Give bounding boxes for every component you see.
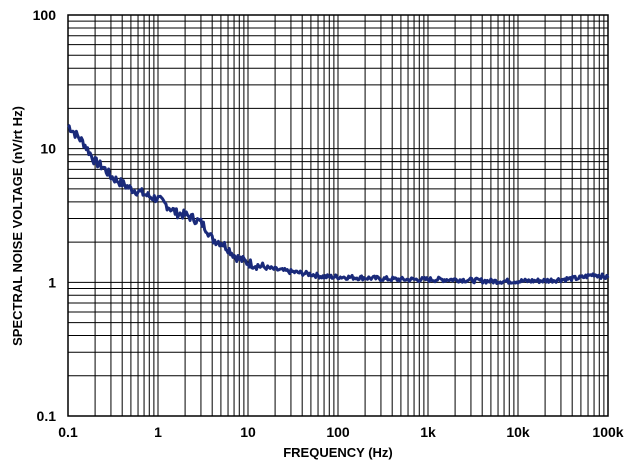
- plot-frame: [67, 14, 609, 417]
- y-tick-label: 10: [40, 141, 56, 157]
- x-tick-label: 10: [240, 424, 256, 440]
- x-axis-label: FREQUENCY (Hz): [283, 445, 393, 460]
- grid: [67, 15, 608, 417]
- y-tick-label: 0.1: [37, 408, 57, 424]
- x-tick-label: 1k: [420, 424, 436, 440]
- series-layer: [67, 123, 610, 285]
- y-tick-label: 1: [48, 274, 56, 290]
- y-axis-label: SPECTRAL NOISE VOLTAGE (nV/rt Hz): [10, 106, 25, 346]
- y-tick-label: 100: [33, 7, 57, 23]
- x-tick-label: 0.1: [58, 424, 78, 440]
- x-tick-label: 100k: [592, 424, 623, 440]
- x-tick-labels: 0.1 1 10 100 1k 10k 100k: [58, 424, 624, 440]
- x-tick-label: 100: [326, 424, 350, 440]
- y-tick-labels: 0.1 1 10 100: [33, 7, 57, 424]
- x-tick-label: 1: [154, 424, 162, 440]
- noise-series-line: [67, 123, 610, 285]
- plot-border: [67, 14, 609, 417]
- x-tick-label: 10k: [506, 424, 530, 440]
